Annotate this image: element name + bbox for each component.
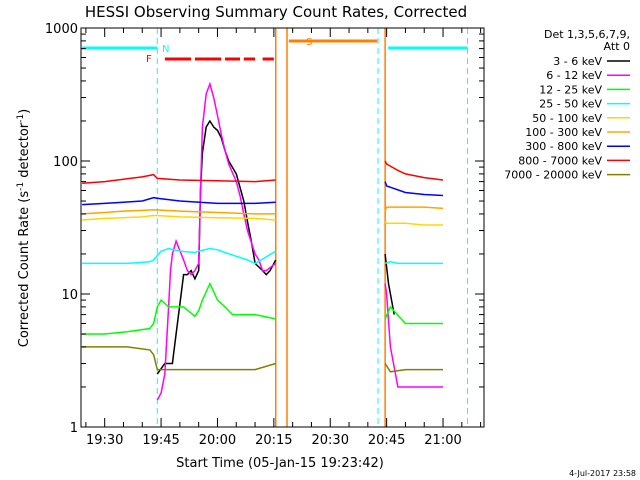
x-tick-label: 19:30: [86, 433, 123, 448]
legend-label: 50 - 100 keV: [532, 112, 602, 125]
series-lines: [82, 81, 444, 401]
y-label-part: ): [17, 109, 32, 114]
x-tick-label: 20:30: [312, 433, 349, 448]
series-line: [82, 208, 276, 215]
series-line: [384, 283, 443, 388]
time-markers: [156, 28, 468, 427]
y-label-part: detector: [17, 122, 32, 182]
series-line: [82, 281, 276, 335]
series-line: [82, 346, 276, 371]
series-line: [156, 81, 277, 401]
y-tick-label: 100: [53, 155, 78, 170]
axes: 1 10 100 1000 19:30 19:45 20:00 20:15 20:30 20:45…: [45, 22, 485, 448]
x-tick-label: 20:15: [255, 433, 292, 448]
x-axis-label: Start Time (05-Jan-15 19:23:42): [176, 456, 384, 471]
flag-label: S: [306, 37, 312, 48]
x-tick-label: 20:00: [199, 433, 236, 448]
legend-label: 6 - 12 keV: [546, 69, 602, 82]
series-line: [384, 206, 444, 212]
series-line: [384, 305, 443, 325]
legend-header: Att 0: [604, 40, 630, 53]
series-line: [384, 181, 444, 197]
legend-label: 12 - 25 keV: [539, 83, 602, 96]
series-line: [384, 260, 443, 265]
series-line: [384, 253, 395, 315]
chart-title: HESSI Observing Summary Count Rates, Cor…: [85, 3, 467, 21]
flag-label: F: [146, 54, 152, 65]
series-line: [384, 221, 443, 226]
flag-bars: NF S: [82, 37, 468, 65]
y-tick-label: 10: [61, 288, 78, 303]
series-line: [82, 173, 276, 185]
plot-area: [81, 28, 484, 427]
y-label-part: Corrected Count Rate (s: [17, 191, 32, 348]
legend-label: 3 - 6 keV: [553, 55, 602, 68]
x-tick-label: 20:45: [368, 433, 405, 448]
plot-background: [81, 28, 484, 427]
legend-label: 100 - 300 keV: [525, 126, 602, 139]
y-label-exp: -1: [16, 114, 26, 123]
legend-header: Det 1,3,5,6,7,9,: [544, 28, 630, 41]
series-line: [82, 214, 276, 221]
y-tick-label: 1: [70, 421, 78, 436]
legend-label: 300 - 800 keV: [525, 140, 602, 153]
x-tick-label: 19:45: [142, 433, 179, 448]
footer-date: 4-Jul-2017 23:58: [569, 469, 636, 478]
legend-label: 800 - 7000 keV: [518, 154, 602, 167]
series-line: [82, 247, 277, 265]
series-line: [384, 160, 444, 181]
y-tick-label: 1000: [45, 22, 78, 37]
y-axis-label: Corrected Count Rate (s-1 detector-1): [16, 109, 32, 347]
series-line: [156, 119, 277, 375]
legend-label: 7000 - 20000 keV: [504, 169, 602, 182]
y-label-exp: -1: [16, 182, 26, 191]
legend-label: 25 - 50 keV: [539, 98, 602, 111]
series-line: [82, 196, 276, 206]
plot-frame: [80, 27, 485, 428]
x-tick-label: 21:00: [424, 433, 461, 448]
series-line: [384, 363, 443, 373]
flag-label: N: [162, 44, 169, 55]
